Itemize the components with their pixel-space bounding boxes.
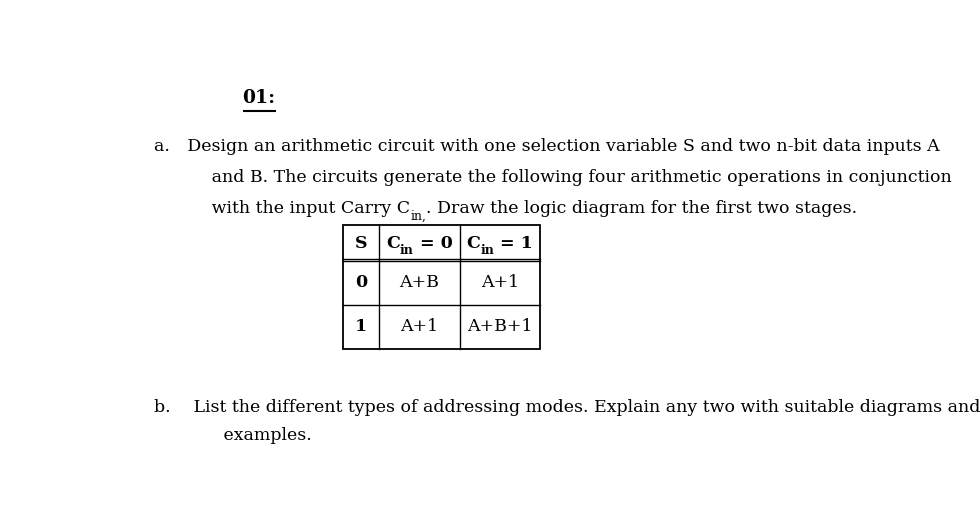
Text: a. Design an arithmetic circuit with one selection variable S and two n-bit data: a. Design an arithmetic circuit with one… (155, 138, 940, 155)
Text: = 0: = 0 (414, 235, 453, 251)
Text: b.  List the different types of addressing modes. Explain any two with suitable : b. List the different types of addressin… (155, 399, 980, 416)
Text: A+B+1: A+B+1 (467, 318, 533, 335)
Text: 1: 1 (355, 318, 368, 335)
Text: 01:: 01: (242, 89, 275, 107)
Text: = 1: = 1 (495, 235, 533, 251)
Text: A+1: A+1 (481, 275, 519, 291)
Bar (343, 225, 540, 349)
Text: examples.: examples. (155, 427, 313, 444)
Text: C: C (466, 235, 480, 251)
Text: in: in (480, 244, 495, 257)
Text: . Draw the logic diagram for the first two stages.: . Draw the logic diagram for the first t… (426, 199, 858, 217)
Text: and B. The circuits generate the following four arithmetic operations in conjunc: and B. The circuits generate the followi… (155, 169, 953, 186)
Text: C: C (386, 235, 400, 251)
Text: A+1: A+1 (401, 318, 438, 335)
Text: in,: in, (411, 210, 426, 222)
Text: 0: 0 (355, 275, 368, 291)
Text: in: in (400, 244, 414, 257)
Text: S: S (355, 235, 368, 251)
Text: with the input Carry C: with the input Carry C (155, 199, 411, 217)
Text: A+B: A+B (400, 275, 439, 291)
